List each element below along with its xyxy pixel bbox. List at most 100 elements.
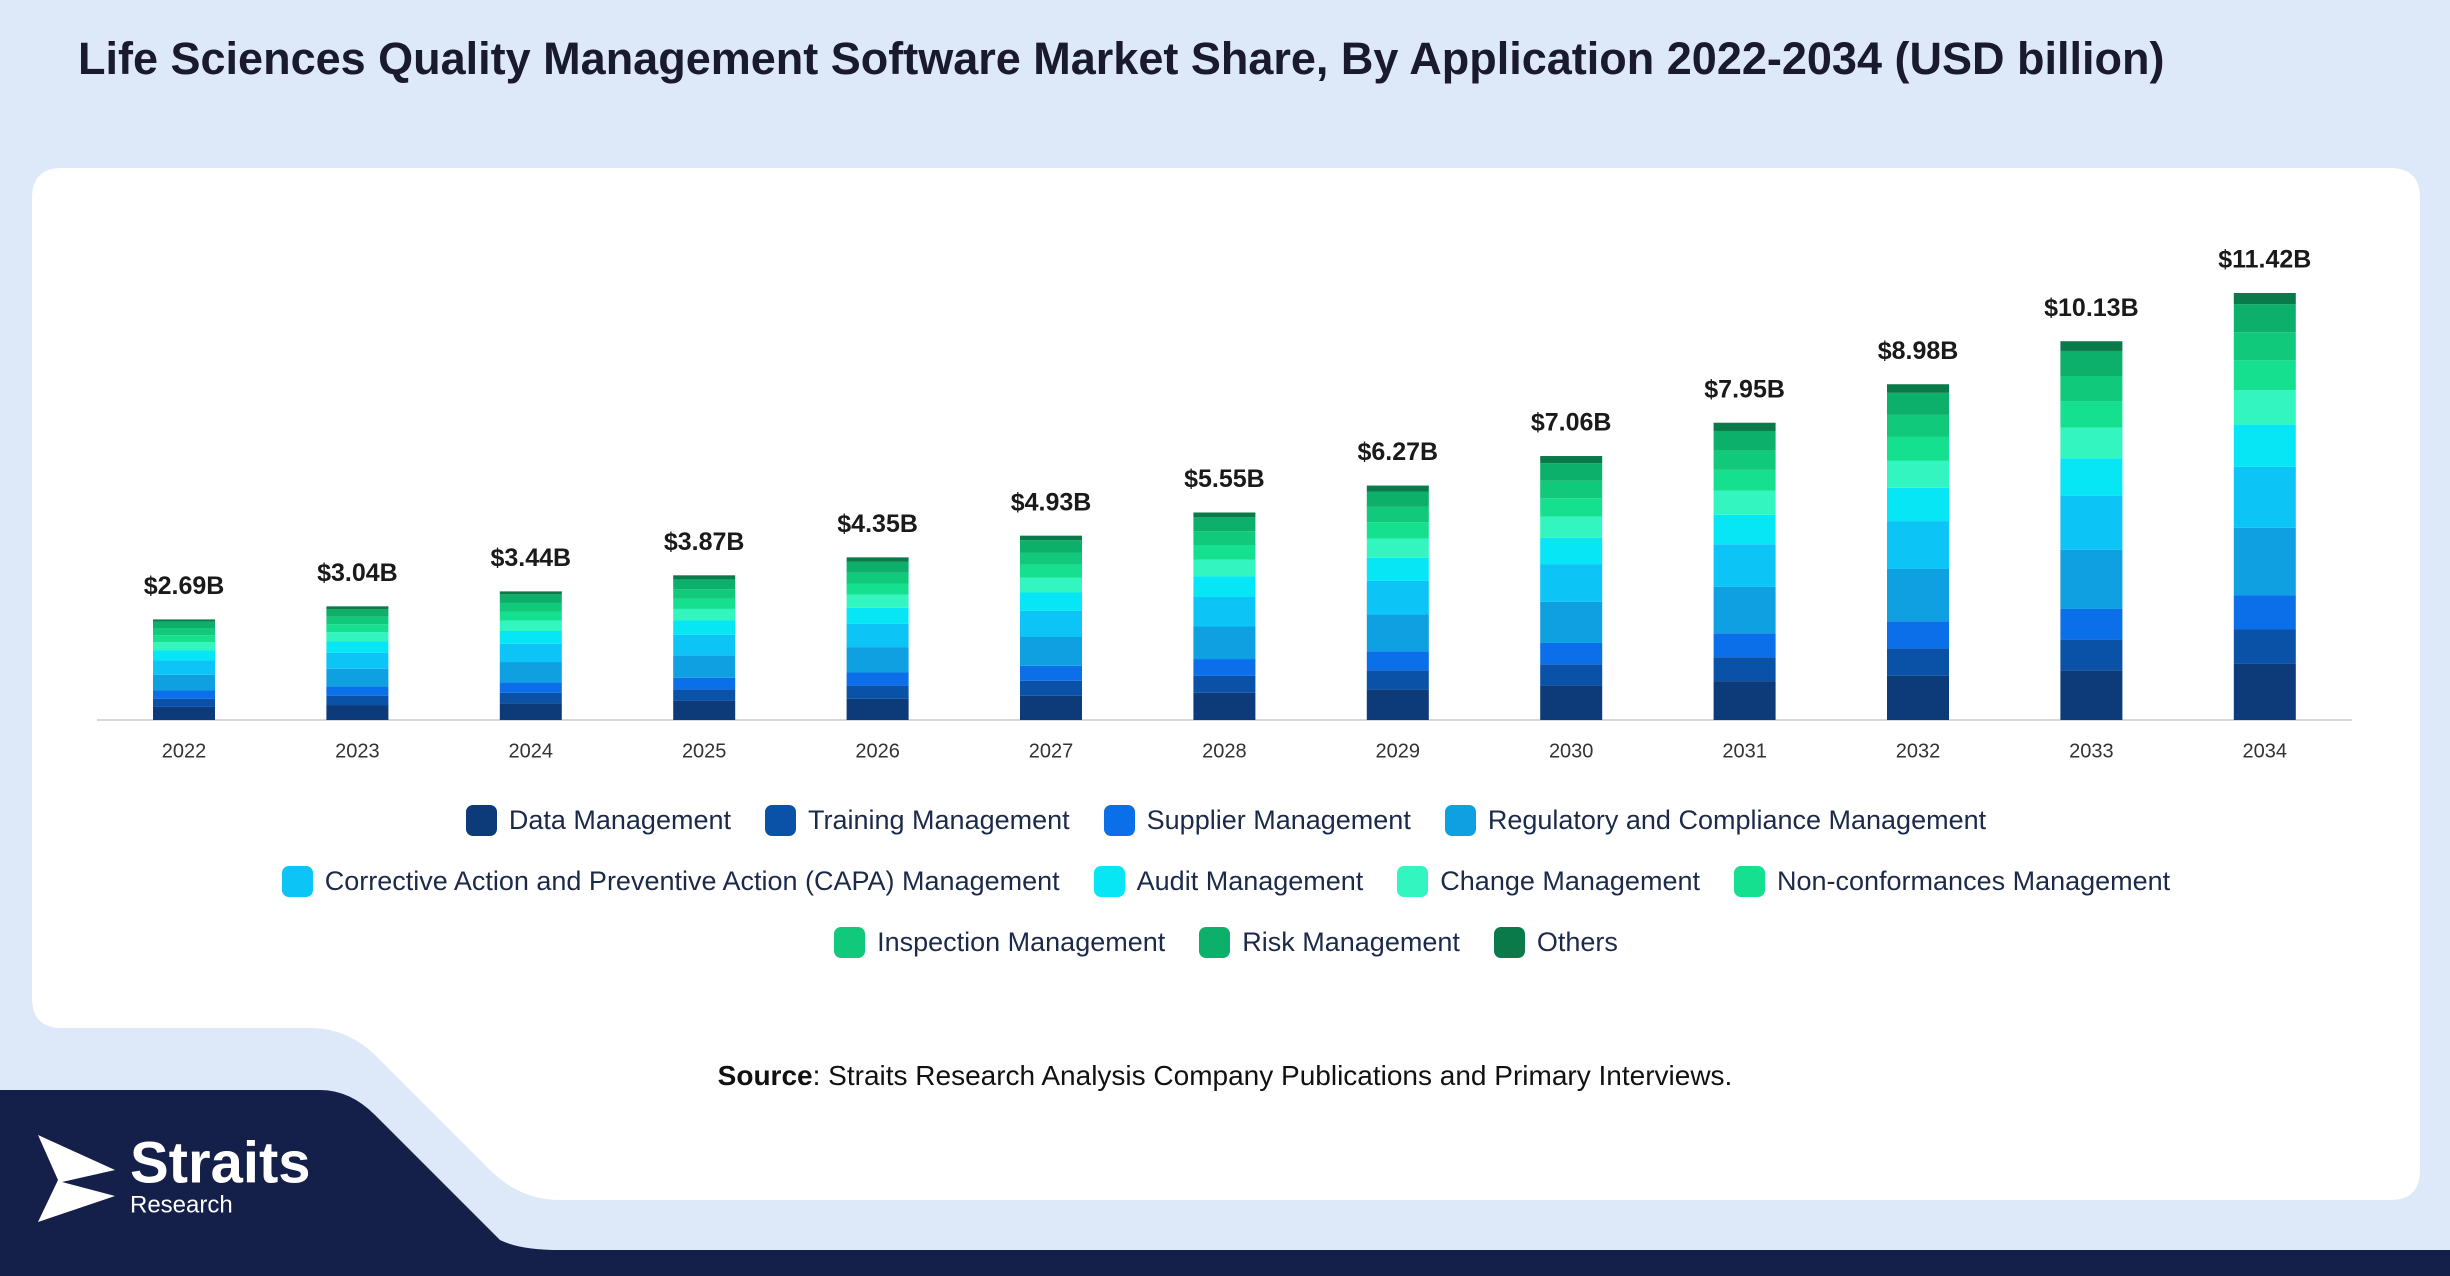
legend-label: Risk Management [1242, 927, 1460, 957]
legend-label: Non-conformances Management [1776, 866, 2171, 896]
bar-segment [499, 692, 562, 704]
bar-segment [1020, 636, 1082, 666]
x-tick-label: 2029 [1376, 740, 1421, 762]
total-label: $3.87B [664, 528, 745, 556]
bar-segment [846, 607, 909, 624]
bar-segment [2060, 670, 2123, 720]
bar-segment [1540, 642, 1603, 665]
bar-segment [499, 591, 562, 595]
x-tick-label: 2031 [1722, 740, 1767, 762]
bar-segment [846, 698, 909, 720]
bar-segment [326, 705, 389, 720]
legend-swatch [834, 927, 866, 958]
source: Source: Straits Research Analysis Compan… [0, 1060, 2450, 1092]
total-label: $4.93B [1011, 488, 1092, 516]
bar-segment [1887, 384, 1949, 393]
bar-segment [326, 695, 389, 706]
bar-segment [1540, 456, 1603, 464]
bar-segment [1020, 577, 1082, 593]
legend-row: Data Management Training Management Suppli… [32, 790, 2420, 851]
x-tick-label: 2023 [335, 740, 380, 762]
bar-segment [1713, 681, 1776, 720]
bar-segment [1540, 685, 1603, 720]
legend-item: Training Management [765, 805, 1070, 836]
total-label: $7.95B [1704, 375, 1785, 403]
logo-name: Straits [130, 1130, 311, 1195]
bar-segment [2060, 495, 2123, 550]
bar-segment [153, 674, 215, 691]
logo-sub: Research [130, 1191, 233, 1218]
bar-segment [153, 619, 215, 622]
bar-segment [846, 594, 909, 608]
bar-segment [673, 598, 736, 609]
bar-segment [2060, 401, 2123, 428]
x-tick-label: 2034 [2243, 740, 2288, 762]
legend-item: Corrective Action and Preventive Action … [281, 866, 1060, 897]
bar-segment [1020, 680, 1082, 696]
bar-segment [2233, 466, 2296, 528]
bar-segment [1887, 487, 1949, 522]
legend-item: Regulatory and Compliance Management [1444, 805, 1987, 836]
bar-segment [1887, 568, 1949, 622]
x-tick-label: 2032 [1896, 740, 1941, 762]
legend: Data Management Training Management Suppli… [32, 790, 2420, 973]
bar-segment [1020, 540, 1082, 553]
bar-segment [1193, 512, 1256, 518]
bar-segment [673, 575, 736, 580]
bar-segment [153, 706, 215, 720]
bar-segment [673, 700, 736, 720]
bar-segment [1540, 664, 1603, 686]
legend-item: Others [1493, 927, 1618, 958]
x-tick-label: 2030 [1549, 740, 1594, 762]
legend-label: Regulatory and Compliance Management [1487, 805, 1987, 835]
chart-title: Life Sciences Quality Management Softwar… [78, 33, 2164, 84]
bar-segment [846, 557, 909, 562]
legend-label: Data Management [508, 805, 731, 835]
bar-segment [846, 647, 909, 673]
bar-segment [2233, 332, 2296, 361]
legend-label: Training Management [808, 805, 1070, 835]
bar-segment [1193, 692, 1256, 720]
bar-segment [1713, 469, 1776, 491]
legend-item: Audit Management [1093, 866, 1363, 897]
bar-segment [153, 698, 215, 707]
legend-row: Corrective Action and Preventive Action … [32, 851, 2420, 912]
legend-item: Non-conformances Management [1733, 866, 2171, 897]
bar-segment [326, 609, 389, 617]
bar-segment [2233, 304, 2296, 333]
bar-segment [1366, 557, 1429, 581]
legend-swatch [1103, 805, 1135, 836]
bar-segment [153, 690, 215, 699]
bar-segment [2060, 341, 2123, 351]
bar-segment [1366, 651, 1429, 671]
bar-segment [499, 611, 562, 621]
bar-segment [1713, 586, 1776, 634]
total-label: $2.69B [144, 572, 225, 600]
source-text: : Straits Research Analysis Company Publ… [812, 1060, 1733, 1091]
bar-segment [1713, 544, 1776, 587]
bar-segment [2233, 663, 2296, 720]
bar-segment [326, 686, 389, 696]
bar-segment [1366, 491, 1429, 507]
x-tick-label: 2028 [1202, 740, 1247, 762]
bar-segment [2060, 376, 2123, 402]
bar-segment [1540, 480, 1603, 499]
bar-segment [1020, 695, 1082, 720]
bar-segment [1193, 659, 1256, 676]
legend-swatch [1093, 866, 1125, 897]
bar-segment [2060, 427, 2123, 459]
total-label: $3.04B [317, 559, 398, 587]
bar-segment [1193, 626, 1256, 660]
bar-segment [2060, 608, 2123, 640]
total-label: $6.27B [1357, 438, 1438, 466]
bar-segment [2233, 390, 2296, 425]
legend-row: Inspection Management Risk Management Othe… [32, 912, 2420, 973]
bar-segment [153, 650, 215, 661]
bar-segment [1366, 538, 1429, 558]
bar-segment [1193, 531, 1256, 546]
bar-segment [1887, 460, 1949, 488]
bar-segment [1366, 689, 1429, 720]
bar-segment [846, 672, 909, 686]
bar-segment [1540, 601, 1603, 643]
bar-segment [1193, 576, 1256, 597]
